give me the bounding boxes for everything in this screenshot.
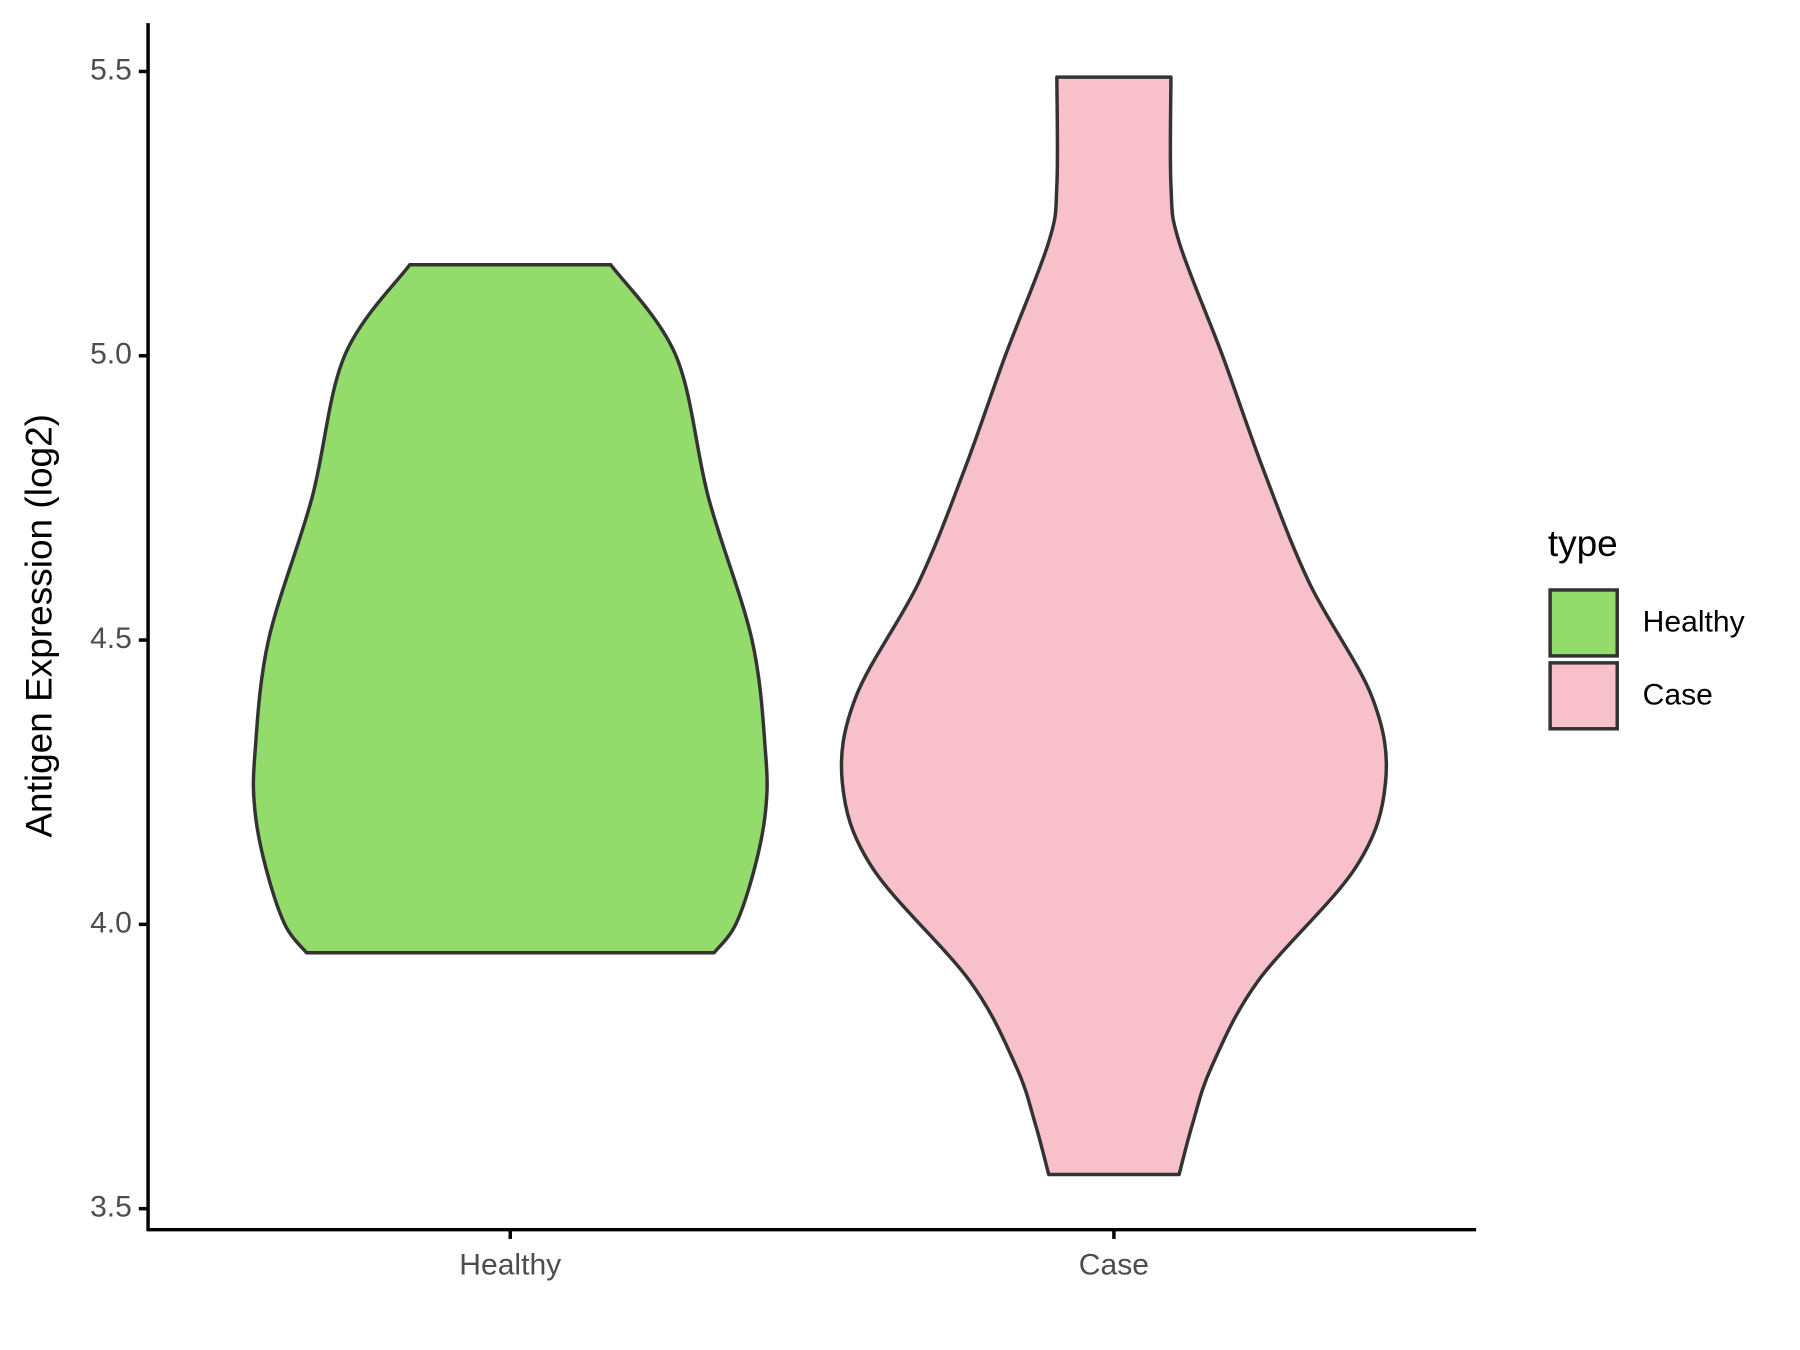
legend-label: Case bbox=[1643, 678, 1713, 711]
legend-key bbox=[1548, 588, 1619, 658]
y-tick-label: 5.5 bbox=[90, 53, 132, 86]
y-tick-label: 3.5 bbox=[90, 1191, 132, 1224]
legend-title: type bbox=[1548, 522, 1618, 564]
y-tick-label: 4.5 bbox=[90, 622, 132, 655]
x-tick-label: Healthy bbox=[459, 1249, 561, 1282]
violin bbox=[251, 263, 769, 955]
y-tick-label: 5.0 bbox=[90, 338, 132, 371]
x-tick-label: Case bbox=[1079, 1249, 1149, 1282]
y-tick-label: 4.0 bbox=[90, 906, 132, 939]
violin bbox=[839, 75, 1389, 1177]
y-axis-title: Antigen Expression (log2) bbox=[17, 414, 59, 838]
legend-key bbox=[1548, 661, 1619, 731]
legend-label: Healthy bbox=[1643, 605, 1745, 638]
